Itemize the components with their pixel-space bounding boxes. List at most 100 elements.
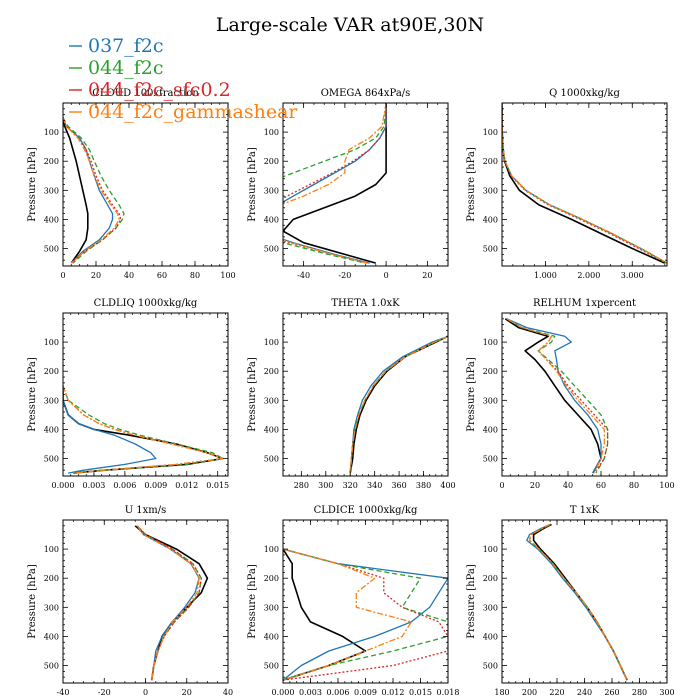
y-axis-label: Pressure [hPa] <box>466 564 477 639</box>
y-axis-label: Pressure [hPa] <box>466 357 477 432</box>
series-line <box>528 523 628 681</box>
x-tick-label: 0 <box>60 271 65 280</box>
x-tick-label: 340 <box>367 481 382 490</box>
plot-frame <box>62 102 229 267</box>
y-tick-label: 500 <box>483 455 498 464</box>
y-tick-label: 200 <box>483 157 498 166</box>
legend-entry: 044_f2c_sfc0.2 <box>88 79 231 101</box>
plot-frame <box>501 519 668 684</box>
plot-frame <box>62 519 229 684</box>
panel-title: T 1xK <box>570 505 600 516</box>
panel: CLOUD 100xfraction Pressure [hPa] 0 20 40 60 8… <box>27 88 236 280</box>
series-line <box>532 523 628 681</box>
x-tick-label: 0.018 <box>437 688 460 697</box>
y-tick-label: 100 <box>44 338 59 347</box>
plot-frame <box>282 519 449 684</box>
panel-title: RELHUM 1xpercent <box>533 298 636 309</box>
y-tick-label: 300 <box>44 603 59 612</box>
panel-title: CLDLIQ 1000xkg/kg <box>94 298 198 309</box>
x-tick-label: 0.003 <box>299 688 322 697</box>
y-tick-label: 400 <box>264 425 279 434</box>
x-tick-label: 20 <box>91 271 101 280</box>
x-tick-label: 0.015 <box>206 481 229 490</box>
y-tick-label: 500 <box>264 245 279 254</box>
x-tick-label: 40 <box>563 481 573 490</box>
x-tick-label: 0 <box>143 688 148 697</box>
series-line <box>504 318 602 474</box>
x-tick-label: 200 <box>522 688 537 697</box>
y-tick-label: 400 <box>44 425 59 434</box>
plot-frame <box>501 102 668 267</box>
y-tick-label: 100 <box>483 128 498 137</box>
y-tick-label: 500 <box>483 662 498 671</box>
x-tick-label: 20 <box>182 688 192 697</box>
panel-title: THETA 1.0xK <box>331 298 400 309</box>
y-tick-label: 200 <box>264 157 279 166</box>
x-tick-label: 280 <box>632 688 647 697</box>
y-tick-label: 400 <box>483 632 498 641</box>
x-tick-label: 380 <box>416 481 431 490</box>
x-tick-label: 180 <box>494 688 509 697</box>
plot-frame <box>501 312 668 477</box>
y-tick-label: 500 <box>44 662 59 671</box>
series-line <box>283 548 412 681</box>
series-line <box>63 117 114 264</box>
series-line <box>528 523 628 681</box>
y-tick-label: 500 <box>44 245 59 254</box>
series-line <box>283 548 448 681</box>
y-tick-label: 400 <box>483 425 498 434</box>
series-line <box>502 103 667 264</box>
x-tick-label: 400 <box>440 481 455 490</box>
series-line <box>63 117 122 264</box>
panel: CLDLIQ 1000xkg/kg Pressure [hPa] 0.000 0.00… <box>27 298 229 490</box>
series-line <box>349 335 448 474</box>
y-tick-label: 100 <box>264 545 279 554</box>
y-tick-label: 200 <box>483 367 498 376</box>
y-tick-label: 300 <box>264 603 279 612</box>
series-line <box>63 385 224 474</box>
panel: RELHUM 1xpercent Pressure [hPa] 0 20 40 60 80 1… <box>466 298 675 490</box>
x-tick-label: 240 <box>577 688 592 697</box>
y-tick-label: 100 <box>264 128 279 137</box>
x-tick-label: 0 <box>384 271 389 280</box>
series-line <box>283 548 448 681</box>
panel: Q 1000xkg/kg Pressure [hPa] 1.000 2.000 3.00… <box>466 88 668 280</box>
series-line <box>526 523 628 681</box>
y-tick-label: 200 <box>264 574 279 583</box>
x-tick-label: 60 <box>596 481 606 490</box>
y-tick-label: 400 <box>483 215 498 224</box>
series-line <box>283 548 448 681</box>
y-tick-label: 300 <box>483 396 498 405</box>
y-tick-label: 500 <box>44 455 59 464</box>
x-tick-label: 0.003 <box>82 481 105 490</box>
series-line <box>349 335 448 474</box>
x-tick-label: 220 <box>549 688 564 697</box>
panel: T 1xK Pressure [hPa] 180 200 220 240 260 280 300… <box>466 505 675 697</box>
y-axis-label: Pressure [hPa] <box>247 357 258 432</box>
series-line <box>63 117 120 264</box>
series-line <box>502 103 666 264</box>
x-tick-label: 0.009 <box>354 688 377 697</box>
y-tick-label: 400 <box>44 632 59 641</box>
x-tick-label: 0.000 <box>52 481 75 490</box>
series-line <box>63 117 125 264</box>
series-line <box>63 117 89 264</box>
series-line <box>502 103 667 264</box>
y-tick-label: 200 <box>483 574 498 583</box>
x-tick-label: 20 <box>422 271 432 280</box>
y-axis-label: Pressure [hPa] <box>466 147 477 222</box>
series-line <box>283 103 387 264</box>
series-line <box>63 385 224 474</box>
y-tick-label: 300 <box>483 603 498 612</box>
x-tick-label: 0.012 <box>382 688 405 697</box>
y-axis-label: Pressure [hPa] <box>247 147 258 222</box>
x-tick-label: -40 <box>57 688 70 697</box>
panel-title: Q 1000xkg/kg <box>549 88 620 99</box>
series-line <box>283 103 387 264</box>
y-axis-label: Pressure [hPa] <box>27 564 38 639</box>
panel: THETA 1.0xK Pressure [hPa] 280 300 320 340 360… <box>247 298 456 490</box>
y-tick-label: 200 <box>44 574 59 583</box>
y-axis-label: Pressure [hPa] <box>27 357 38 432</box>
y-tick-label: 300 <box>44 396 59 405</box>
x-tick-label: -40 <box>297 271 310 280</box>
